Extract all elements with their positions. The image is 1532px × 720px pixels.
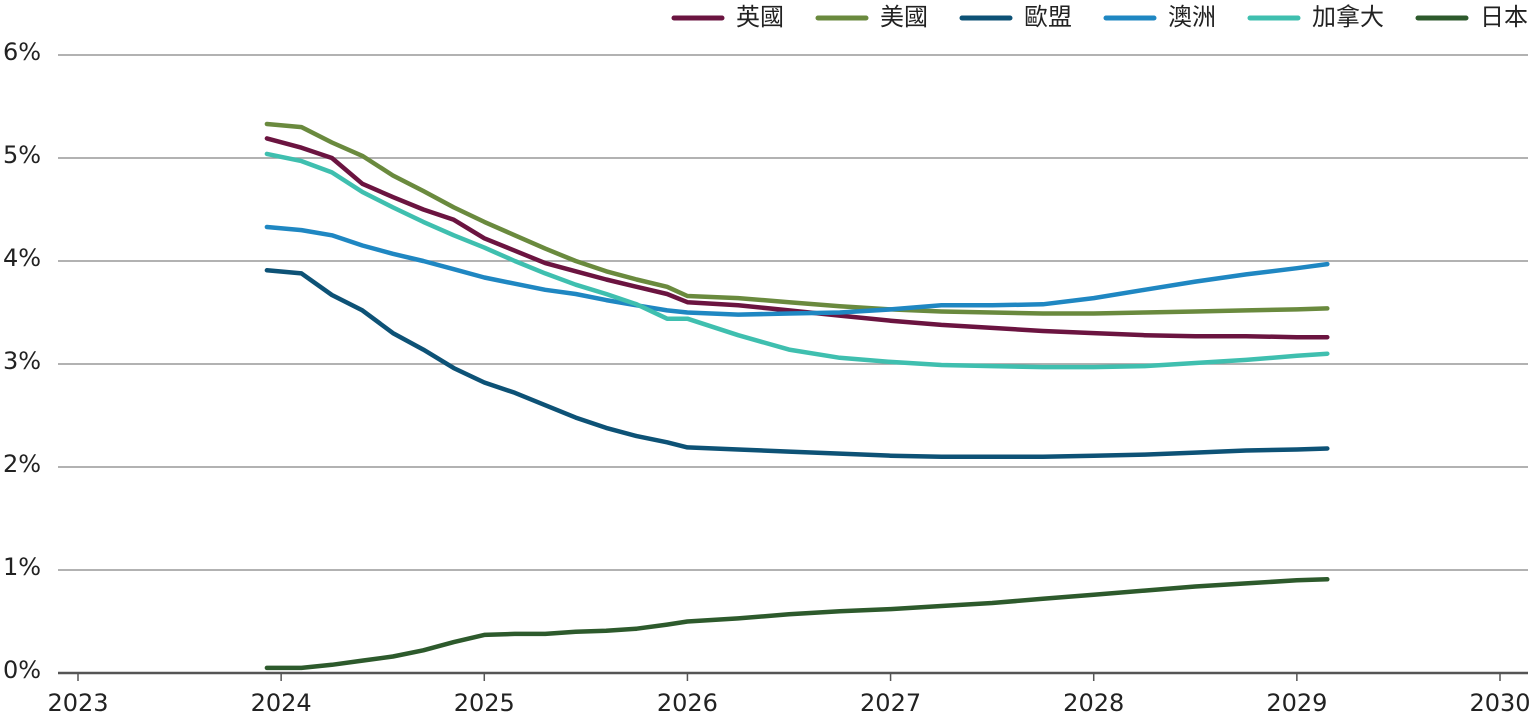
y-tick-label: 1% — [3, 553, 41, 581]
x-tick-label: 2028 — [1063, 689, 1124, 717]
legend-label: 加拿大 — [1312, 3, 1384, 31]
series-line — [264, 151, 1330, 370]
y-tick-label: 3% — [3, 347, 41, 375]
y-tick-label: 4% — [3, 244, 41, 272]
legend-label: 澳洲 — [1168, 3, 1216, 31]
x-tick-label: 2024 — [251, 689, 312, 717]
y-tick-label: 2% — [3, 450, 41, 478]
legend-label: 歐盟 — [1024, 3, 1072, 31]
x-tick-label: 2025 — [454, 689, 515, 717]
x-tick-label: 2026 — [657, 689, 718, 717]
legend-label: 英國 — [736, 3, 784, 31]
series-line — [264, 268, 1330, 459]
y-tick-label: 0% — [3, 656, 41, 684]
series-line — [264, 577, 1330, 671]
x-tick-label: 2027 — [860, 689, 921, 717]
series-line — [264, 136, 1330, 340]
y-tick-label: 5% — [3, 141, 41, 169]
series-line — [264, 121, 1330, 316]
x-tick-label: 2023 — [47, 689, 108, 717]
legend-label: 日本 — [1480, 3, 1528, 31]
series-line — [264, 224, 1330, 317]
x-tick-label: 2030 — [1469, 689, 1530, 717]
x-tick-label: 2029 — [1266, 689, 1327, 717]
legend-label: 美國 — [880, 3, 928, 31]
y-tick-label: 6% — [3, 38, 41, 66]
